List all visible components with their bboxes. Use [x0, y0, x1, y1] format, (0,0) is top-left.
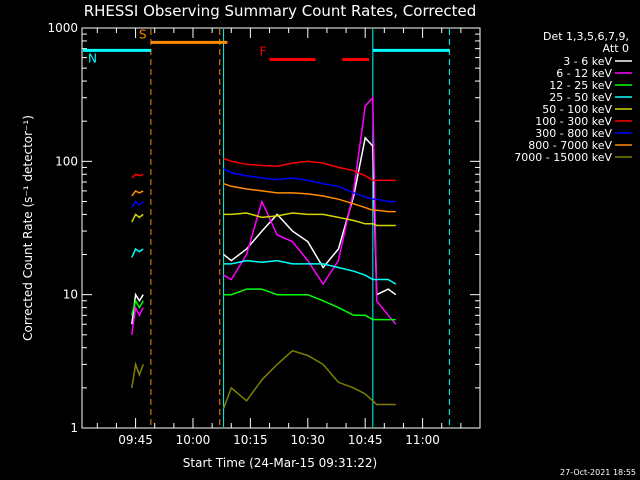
series-line-100-300-keV — [131, 173, 144, 179]
legend-entry: 300 - 800 keV — [535, 127, 612, 140]
date-stamp: 27-Oct-2021 18:55 — [560, 468, 636, 477]
series-line-6-12-keV — [223, 95, 397, 325]
x-tick-label: 11:00 — [405, 433, 440, 447]
series-line-50-100-keV — [131, 213, 144, 223]
x-axis-label: Start Time (24-Mar-15 09:31:22) — [183, 456, 377, 470]
series-line-25-50-keV — [223, 259, 397, 285]
legend-entry: 800 - 7000 keV — [528, 139, 612, 152]
series-line-800-7000-keV — [223, 182, 396, 213]
plot-area: 1 10 100 1000 09:45 10:00 10:15 10:30 10:45 11:00… — [47, 21, 481, 447]
x-tick-label: 09:45 — [118, 433, 153, 447]
y-tick-label: 1 — [70, 421, 78, 435]
legend-entry: 50 - 100 keV — [542, 103, 612, 116]
series-line-100-300-keV — [223, 157, 396, 182]
x-tick-label: 10:45 — [348, 433, 383, 447]
flag-label: F — [260, 45, 267, 59]
y-axis-label: Corrected Count Rate (s⁻¹ detector⁻¹) — [21, 115, 35, 341]
y-tick-label: 100 — [55, 154, 78, 168]
legend-entry: 25 - 50 keV — [549, 91, 612, 104]
legend-header-line1: Det 1,3,5,6,7,9, — [543, 30, 629, 43]
series-line-12-25-keV — [223, 288, 396, 321]
series-line-50-100-keV — [223, 212, 396, 227]
series-line-7000-15000-keV — [222, 349, 396, 409]
legend-header-line2: Att 0 — [603, 42, 629, 55]
series-line-300-800-keV — [223, 168, 396, 203]
legend-entry: 7000 - 15000 keV — [514, 151, 612, 164]
flag-label: S — [139, 27, 147, 41]
series-line-25-50-keV — [131, 247, 144, 258]
series-line-7000-15000-keV — [131, 361, 144, 389]
legend-entry: 12 - 25 keV — [549, 79, 612, 92]
x-tick-label: 10:15 — [233, 433, 268, 447]
x-tick-label: 10:00 — [176, 433, 211, 447]
flag-label: N — [88, 51, 97, 65]
y-tick-label: 10 — [63, 288, 78, 302]
plot-frame — [81, 27, 481, 429]
series-line-300-800-keV — [131, 200, 144, 208]
chart-title: RHESSI Observing Summary Count Rates, Co… — [84, 2, 477, 20]
legend-entry: 3 - 6 keV — [563, 55, 612, 68]
series-line-12-25-keV — [131, 298, 144, 316]
series-line-800-7000-keV — [131, 189, 144, 197]
legend-entry: 100 - 300 keV — [535, 115, 612, 128]
series-line-6-12-keV — [131, 305, 144, 335]
legend-entry: 6 - 12 keV — [556, 67, 612, 80]
y-tick-label: 1000 — [47, 21, 78, 35]
x-tick-label: 10:30 — [290, 433, 325, 447]
